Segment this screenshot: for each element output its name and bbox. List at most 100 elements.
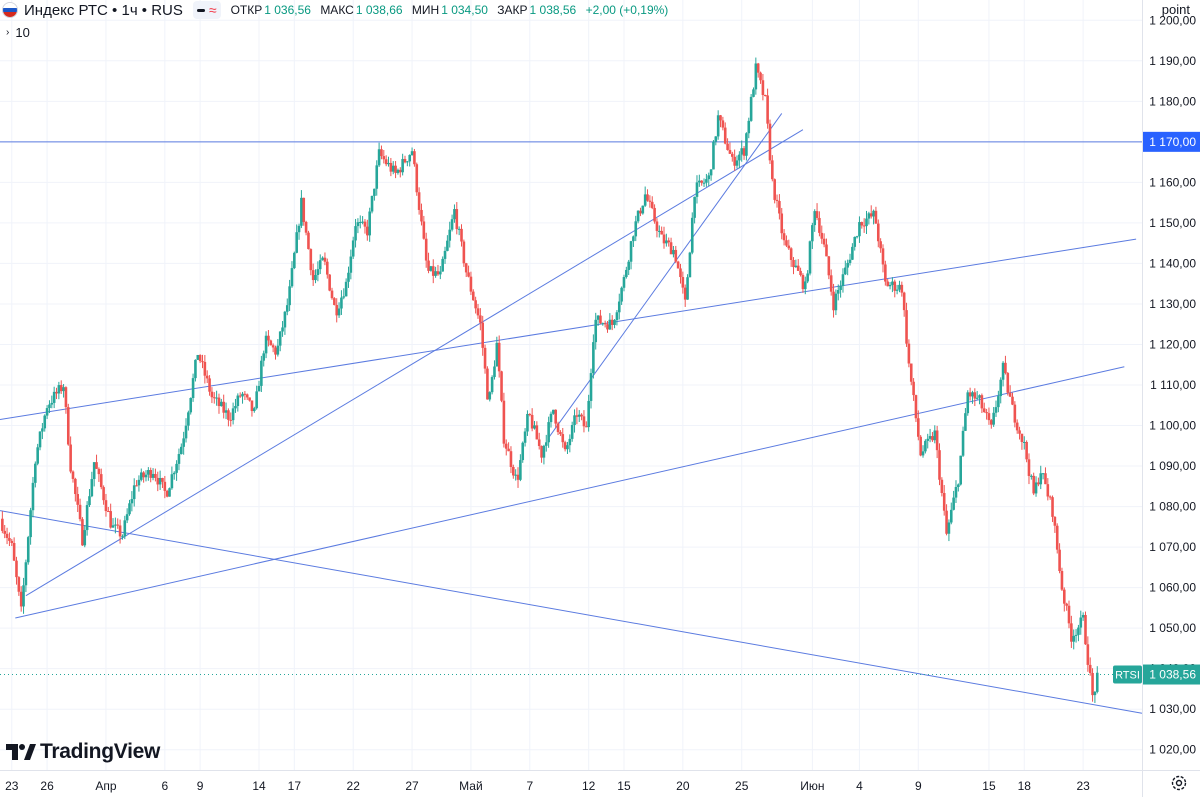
candle-up[interactable] xyxy=(811,225,814,242)
candle-up[interactable] xyxy=(533,425,536,429)
candle-down[interactable] xyxy=(420,209,423,222)
price-axis[interactable]: 1 020,001 030,001 040,001 050,001 060,00… xyxy=(1113,0,1200,797)
candle-down[interactable] xyxy=(909,363,913,382)
candle-down[interactable] xyxy=(945,510,948,534)
candle-up[interactable] xyxy=(36,447,39,464)
candle-up[interactable] xyxy=(300,197,303,226)
candle-down[interactable] xyxy=(886,281,889,287)
candle-down[interactable] xyxy=(243,393,247,395)
candle-down[interactable] xyxy=(71,471,75,479)
candle-down[interactable] xyxy=(424,238,428,261)
candle-up[interactable] xyxy=(808,241,812,274)
candle-down[interactable] xyxy=(829,275,833,292)
candle-down[interactable] xyxy=(780,213,784,234)
candle-up[interactable] xyxy=(542,445,546,458)
candle-up[interactable] xyxy=(924,440,927,452)
candle-down[interactable] xyxy=(389,162,393,172)
candle-up[interactable] xyxy=(632,236,635,242)
candle-down[interactable] xyxy=(486,368,489,400)
candle-up[interactable] xyxy=(643,194,647,206)
candle-down[interactable] xyxy=(1,518,4,531)
candle-up[interactable] xyxy=(241,393,244,397)
candle-down[interactable] xyxy=(1070,623,1073,642)
candle-down[interactable] xyxy=(1027,459,1031,476)
candle-down[interactable] xyxy=(427,260,430,271)
candle-up[interactable] xyxy=(1030,475,1033,477)
indicator-row[interactable]: › 10 xyxy=(0,22,30,42)
candle-up[interactable] xyxy=(964,413,967,431)
candle-up[interactable] xyxy=(855,236,859,238)
candle-up[interactable] xyxy=(549,413,553,423)
candle-up[interactable] xyxy=(180,446,183,455)
candle-up[interactable] xyxy=(570,425,574,439)
candle-down[interactable] xyxy=(1067,605,1071,624)
candle-down[interactable] xyxy=(335,304,339,316)
candle-up[interactable] xyxy=(262,353,266,361)
candle-down[interactable] xyxy=(559,432,562,435)
candle-up[interactable] xyxy=(172,472,176,475)
candle-down[interactable] xyxy=(205,375,209,379)
candle-down[interactable] xyxy=(862,225,866,227)
candle-down[interactable] xyxy=(778,201,781,214)
candle-up[interactable] xyxy=(158,477,162,485)
candle-down[interactable] xyxy=(154,473,157,478)
candle-down[interactable] xyxy=(931,436,934,441)
candle-down[interactable] xyxy=(1008,392,1012,397)
candle-up[interactable] xyxy=(41,428,44,432)
candle-down[interactable] xyxy=(307,232,310,250)
candle-up[interactable] xyxy=(714,136,718,142)
candle-up[interactable] xyxy=(62,387,65,392)
candle-up[interactable] xyxy=(693,196,696,218)
candle-down[interactable] xyxy=(69,444,72,472)
candle-down[interactable] xyxy=(363,221,367,227)
candle-up[interactable] xyxy=(592,342,595,374)
candle-up[interactable] xyxy=(794,265,798,268)
candle-up[interactable] xyxy=(547,422,550,443)
candle-up[interactable] xyxy=(519,460,522,480)
candle-down[interactable] xyxy=(1086,644,1090,665)
candle-down[interactable] xyxy=(768,123,772,161)
candle-down[interactable] xyxy=(394,165,397,173)
candle-down[interactable] xyxy=(660,230,663,235)
candle-up[interactable] xyxy=(803,281,807,290)
candle-down[interactable] xyxy=(912,381,915,396)
candle-up[interactable] xyxy=(290,268,294,287)
candle-up[interactable] xyxy=(544,442,548,446)
candle-down[interactable] xyxy=(723,127,727,144)
candle-up[interactable] xyxy=(321,257,324,261)
candle-up[interactable] xyxy=(26,537,30,563)
candle-down[interactable] xyxy=(227,410,230,420)
candle-up[interactable] xyxy=(368,211,371,236)
candle-down[interactable] xyxy=(10,540,14,543)
candle-down[interactable] xyxy=(683,287,687,300)
candle-up[interactable] xyxy=(260,360,263,386)
candle-down[interactable] xyxy=(504,443,508,449)
candle-down[interactable] xyxy=(474,300,477,309)
trend-line[interactable] xyxy=(548,113,783,438)
candle-up[interactable] xyxy=(846,262,849,268)
candle-down[interactable] xyxy=(302,197,306,222)
candle-down[interactable] xyxy=(655,221,659,231)
candle-down[interactable] xyxy=(681,277,685,288)
candle-down[interactable] xyxy=(217,397,221,407)
candle-down[interactable] xyxy=(782,233,786,241)
candle-down[interactable] xyxy=(483,347,487,369)
trend-line[interactable] xyxy=(15,366,1125,619)
candle-up[interactable] xyxy=(947,522,951,534)
candle-down[interactable] xyxy=(787,245,791,249)
candle-up[interactable] xyxy=(954,486,958,498)
candle-up[interactable] xyxy=(52,391,56,403)
candle-up[interactable] xyxy=(175,463,178,473)
candle-down[interactable] xyxy=(540,445,543,458)
candle-up[interactable] xyxy=(408,155,412,162)
candle-down[interactable] xyxy=(165,490,169,497)
candle-up[interactable] xyxy=(276,345,280,355)
candle-down[interactable] xyxy=(1051,497,1054,517)
candle-up[interactable] xyxy=(1022,441,1026,443)
candle-up[interactable] xyxy=(1034,482,1038,494)
settings-gear-icon[interactable] xyxy=(1170,774,1188,792)
candle-down[interactable] xyxy=(860,222,864,226)
symbol-title[interactable]: Индекс РТС • 1ч • RUS xyxy=(24,1,183,19)
candle-down[interactable] xyxy=(917,418,920,437)
candle-up[interactable] xyxy=(622,277,626,288)
